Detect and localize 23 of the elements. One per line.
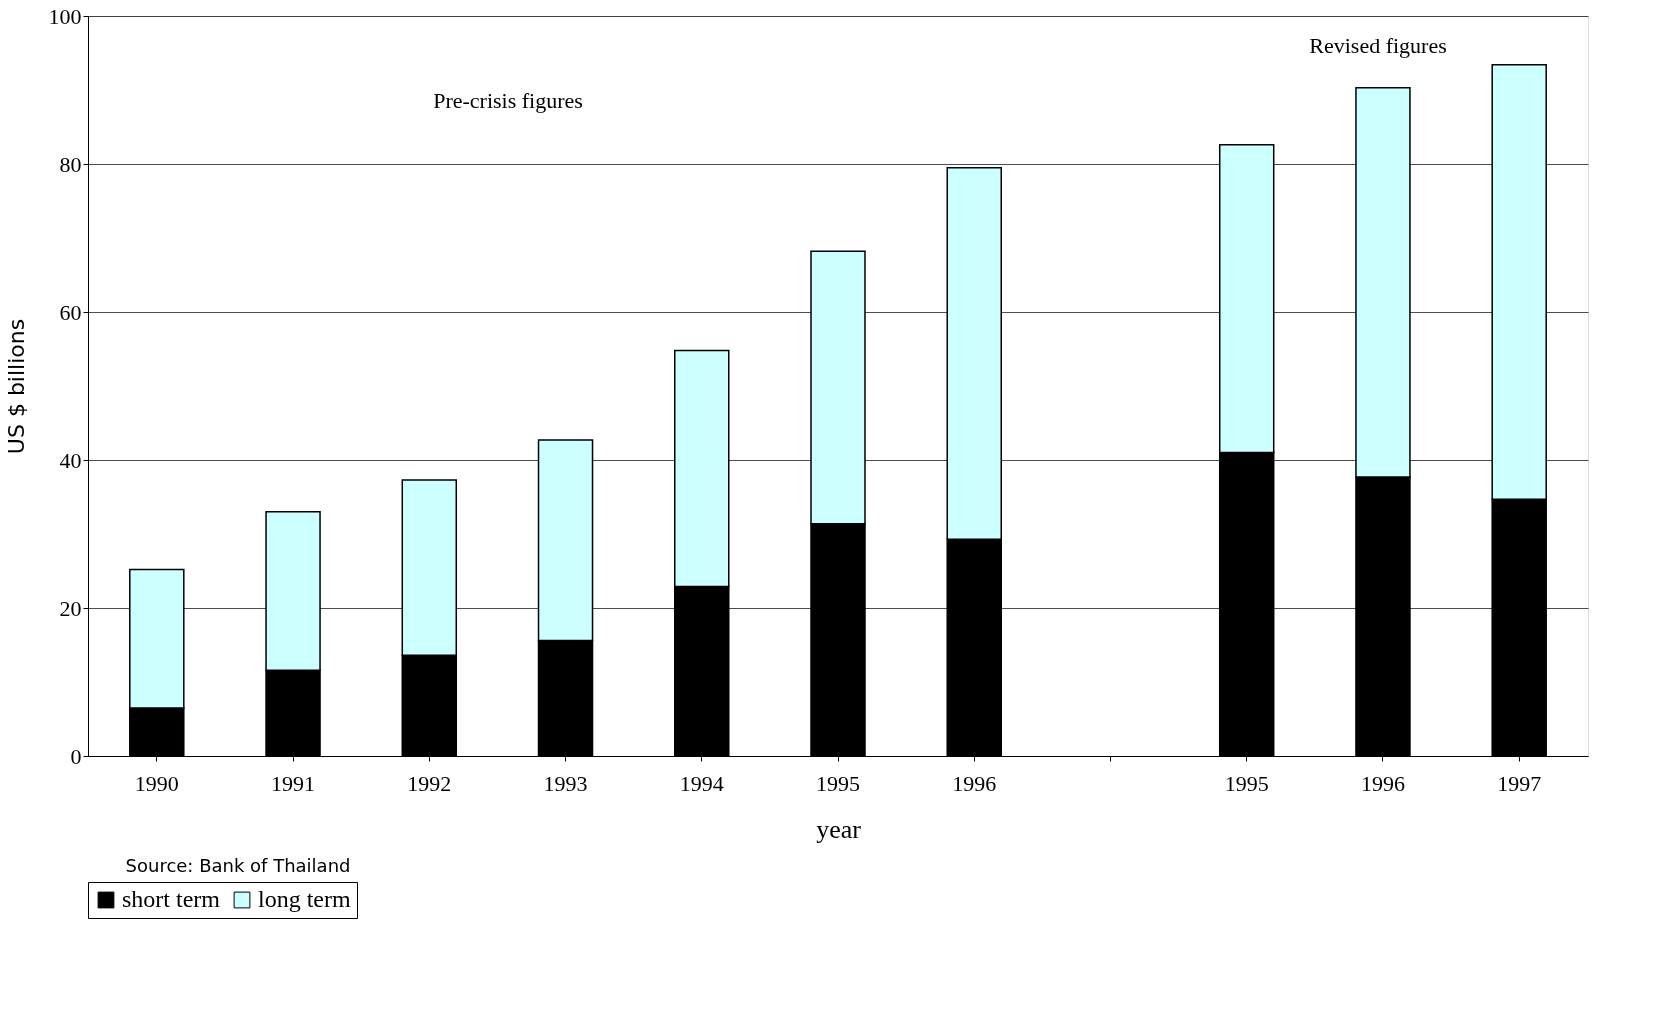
x-tick-label: 1990 bbox=[134, 770, 179, 796]
x-tick-label: 1994 bbox=[679, 770, 724, 796]
annotation: Pre-crisis figures bbox=[433, 88, 583, 114]
legend-label: short term bbox=[122, 886, 221, 912]
y-tick-label: 0 bbox=[70, 743, 82, 769]
y-tick-label: 80 bbox=[59, 151, 82, 177]
legend-label: long term bbox=[258, 886, 351, 912]
x-axis-title: year bbox=[816, 814, 862, 844]
x-tick-label: 1995 bbox=[816, 770, 860, 796]
y-tick-label: 100 bbox=[48, 3, 82, 29]
y-axis-title: US $ billions bbox=[3, 318, 29, 455]
x-tick-label: 1993 bbox=[543, 770, 588, 796]
y-tick-label: 40 bbox=[59, 447, 82, 473]
annotation: Revised figures bbox=[1309, 32, 1447, 58]
y-tick-label: 60 bbox=[59, 299, 82, 325]
x-tick-label: 1991 bbox=[271, 770, 316, 796]
x-tick-label: 1995 bbox=[1224, 770, 1269, 796]
y-tick-label: 20 bbox=[59, 595, 82, 621]
x-tick-label: 1996 bbox=[952, 770, 997, 796]
x-tick-label: 1992 bbox=[407, 770, 452, 796]
x-tick-label: 1997 bbox=[1497, 770, 1542, 796]
x-tick-label: 1996 bbox=[1360, 770, 1405, 796]
source-note: Source: Bank of Thailand bbox=[125, 855, 351, 876]
